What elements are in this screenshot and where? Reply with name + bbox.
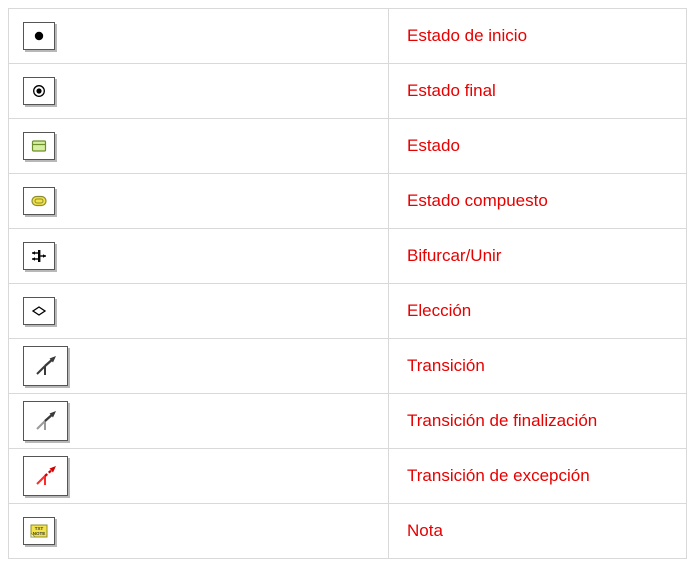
table-row: TXT NOTE Nota	[9, 504, 687, 559]
label-cell: Transición de finalización	[389, 394, 687, 449]
label-cell: Estado final	[389, 64, 687, 119]
composite-state-icon	[23, 187, 55, 215]
table-row: Estado de inicio	[9, 9, 687, 64]
state-icon	[23, 132, 55, 160]
icon-cell	[9, 9, 389, 64]
label-cell: Transición	[389, 339, 687, 394]
table-row: Transición de finalización	[9, 394, 687, 449]
svg-text:NOTE: NOTE	[33, 531, 46, 536]
final-state-icon	[23, 77, 55, 105]
label-cell: Transición de excepción	[389, 449, 687, 504]
label-cell: Elección	[389, 284, 687, 339]
transition-icon	[23, 346, 68, 386]
icon-cell: TXT NOTE	[9, 504, 389, 559]
label-cell: Estado compuesto	[389, 174, 687, 229]
table-row: Elección	[9, 284, 687, 339]
table-body: Estado de inicio Estado final Estado Est…	[9, 9, 687, 559]
icon-cell	[9, 64, 389, 119]
initial-state-icon	[23, 22, 55, 50]
table-row: Estado final	[9, 64, 687, 119]
choice-icon	[23, 297, 55, 325]
table-row: Bifurcar/Unir	[9, 229, 687, 284]
icon-cell	[9, 119, 389, 174]
label-cell: Nota	[389, 504, 687, 559]
table-row: Transición	[9, 339, 687, 394]
note-icon: TXT NOTE	[23, 517, 55, 545]
table-row: Transición de excepción	[9, 449, 687, 504]
label-cell: Bifurcar/Unir	[389, 229, 687, 284]
icon-cell	[9, 284, 389, 339]
icon-cell	[9, 229, 389, 284]
label-cell: Estado de inicio	[389, 9, 687, 64]
table-row: Estado compuesto	[9, 174, 687, 229]
table-row: Estado	[9, 119, 687, 174]
icon-cell	[9, 449, 389, 504]
icon-cell	[9, 394, 389, 449]
uml-state-icon-table: Estado de inicio Estado final Estado Est…	[8, 8, 687, 559]
label-cell: Estado	[389, 119, 687, 174]
exception-transition-icon	[23, 456, 68, 496]
icon-cell	[9, 174, 389, 229]
completion-transition-icon	[23, 401, 68, 441]
icon-cell	[9, 339, 389, 394]
fork-join-icon	[23, 242, 55, 270]
